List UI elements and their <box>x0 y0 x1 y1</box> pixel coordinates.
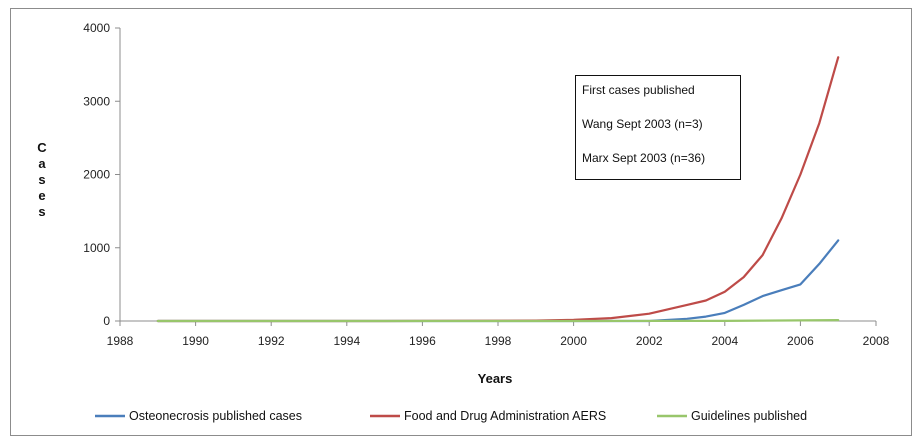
annotation-line-3: Marx Sept 2003 (n=36) <box>582 150 734 184</box>
x-tick-label: 2000 <box>560 334 587 348</box>
legend-label-3: Guidelines published <box>691 409 807 423</box>
x-tick-label: 2006 <box>787 334 814 348</box>
x-tick-label: 1996 <box>409 334 436 348</box>
x-tick-label: 1990 <box>182 334 209 348</box>
annotation-box: First cases published Wang Sept 2003 (n=… <box>575 75 741 180</box>
y-tick-label: 1000 <box>83 241 110 255</box>
y-axis-title-letter: s <box>38 172 45 187</box>
x-tick-label: 1998 <box>485 334 512 348</box>
x-tick-label: 2004 <box>711 334 738 348</box>
x-tick-label: 1992 <box>258 334 285 348</box>
y-axis-title-letter: s <box>38 204 45 219</box>
legend-label-2: Food and Drug Administration AERS <box>404 409 606 423</box>
legend-label-1: Osteonecrosis published cases <box>129 409 302 423</box>
y-tick-label: 2000 <box>83 168 110 182</box>
y-tick-label: 4000 <box>83 21 110 35</box>
legend: Osteonecrosis published cases Food and Dr… <box>95 409 807 423</box>
x-axis-title: Years <box>478 371 513 386</box>
series-line-3 <box>158 320 838 321</box>
tick-labels: 0 1000 2000 3000 4000 1988 1990 1992 1994 1996 199… <box>83 21 889 348</box>
y-tick-label: 3000 <box>83 94 110 108</box>
y-axis-title-letter: C <box>37 140 47 155</box>
axes <box>115 28 876 326</box>
x-tick-label: 2008 <box>863 334 890 348</box>
series-line-1 <box>158 240 838 321</box>
y-axis-title-letter: e <box>38 188 45 203</box>
y-tick-label: 0 <box>103 314 110 328</box>
y-axis-title-letter: a <box>38 156 46 171</box>
annotation-line-1: First cases published <box>582 82 734 116</box>
x-tick-label: 1994 <box>333 334 360 348</box>
annotation-line-2: Wang Sept 2003 (n=3) <box>582 116 734 150</box>
x-tick-label: 2002 <box>636 334 663 348</box>
x-tick-label: 1988 <box>107 334 134 348</box>
